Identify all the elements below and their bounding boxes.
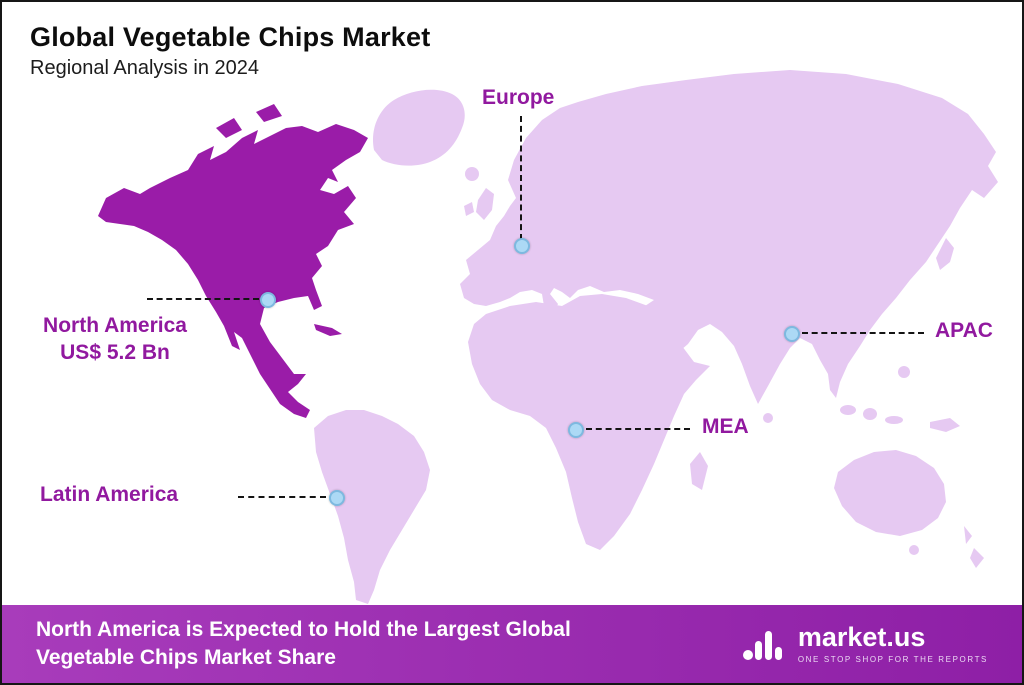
landmass-japan (936, 238, 954, 270)
landmass-iceland (465, 167, 479, 181)
landmass-greenland (372, 89, 465, 166)
landmass-eurasia (460, 70, 998, 404)
landmass-north-america (98, 124, 368, 418)
brand-lockup: market.us ONE STOP SHOP FOR THE REPORTS (741, 621, 988, 667)
marker-latin-america (329, 490, 345, 506)
landmass-ireland (464, 202, 474, 216)
leader-line-apac (802, 332, 924, 334)
brand-tagline: ONE STOP SHOP FOR THE REPORTS (797, 655, 988, 664)
landmass-arctic-islands (216, 104, 282, 138)
footer-message: North America is Expected to Hold the La… (36, 616, 571, 673)
label-north-america-name: North America (43, 314, 187, 337)
leader-line-mea (586, 428, 690, 430)
landmass-sri-lanka (763, 413, 773, 423)
label-mea: MEA (702, 415, 749, 438)
landmass-java (885, 416, 903, 424)
page-subtitle: Regional Analysis in 2024 (30, 57, 260, 79)
leader-line-north-america (147, 298, 259, 300)
leader-line-latin-america (238, 496, 326, 498)
label-apac: APAC (935, 319, 993, 342)
page-title: Global Vegetable Chips Market (30, 22, 431, 52)
landmass-new-guinea (930, 418, 960, 432)
landmass-sumatra (840, 405, 856, 415)
footer-message-line1: North America is Expected to Hold the La… (36, 617, 571, 641)
label-north-america: North America US$ 5.2 Bn (10, 312, 220, 367)
landmass-new-zealand (964, 526, 984, 568)
landmass-cuba (314, 324, 342, 336)
marketus-logo-icon (742, 631, 782, 660)
landmass-borneo (863, 408, 877, 420)
brand-name: market.us (797, 622, 926, 652)
marker-europe (514, 238, 530, 254)
landmass-africa (468, 294, 710, 550)
label-north-america-value: US$ 5.2 Bn (60, 341, 170, 365)
landmass-britain (476, 188, 494, 220)
landmass-australia (834, 450, 946, 536)
footer-message-line2: Vegetable Chips Market Share (36, 646, 336, 669)
landmass-philippines (898, 366, 910, 378)
landmass-madagascar (690, 452, 708, 490)
label-europe: Europe (482, 86, 555, 109)
label-latin-america: Latin America (40, 483, 179, 506)
landmass-tasmania (909, 545, 919, 555)
footer-banner: North America is Expected to Hold the La… (2, 605, 1022, 683)
leader-line-europe (520, 116, 522, 240)
marker-mea (568, 422, 584, 438)
header: Global Vegetable Chips Market Regional A… (30, 22, 430, 80)
landmass-south-america (314, 410, 430, 604)
marker-north-america (260, 292, 276, 308)
marker-apac (784, 326, 800, 342)
